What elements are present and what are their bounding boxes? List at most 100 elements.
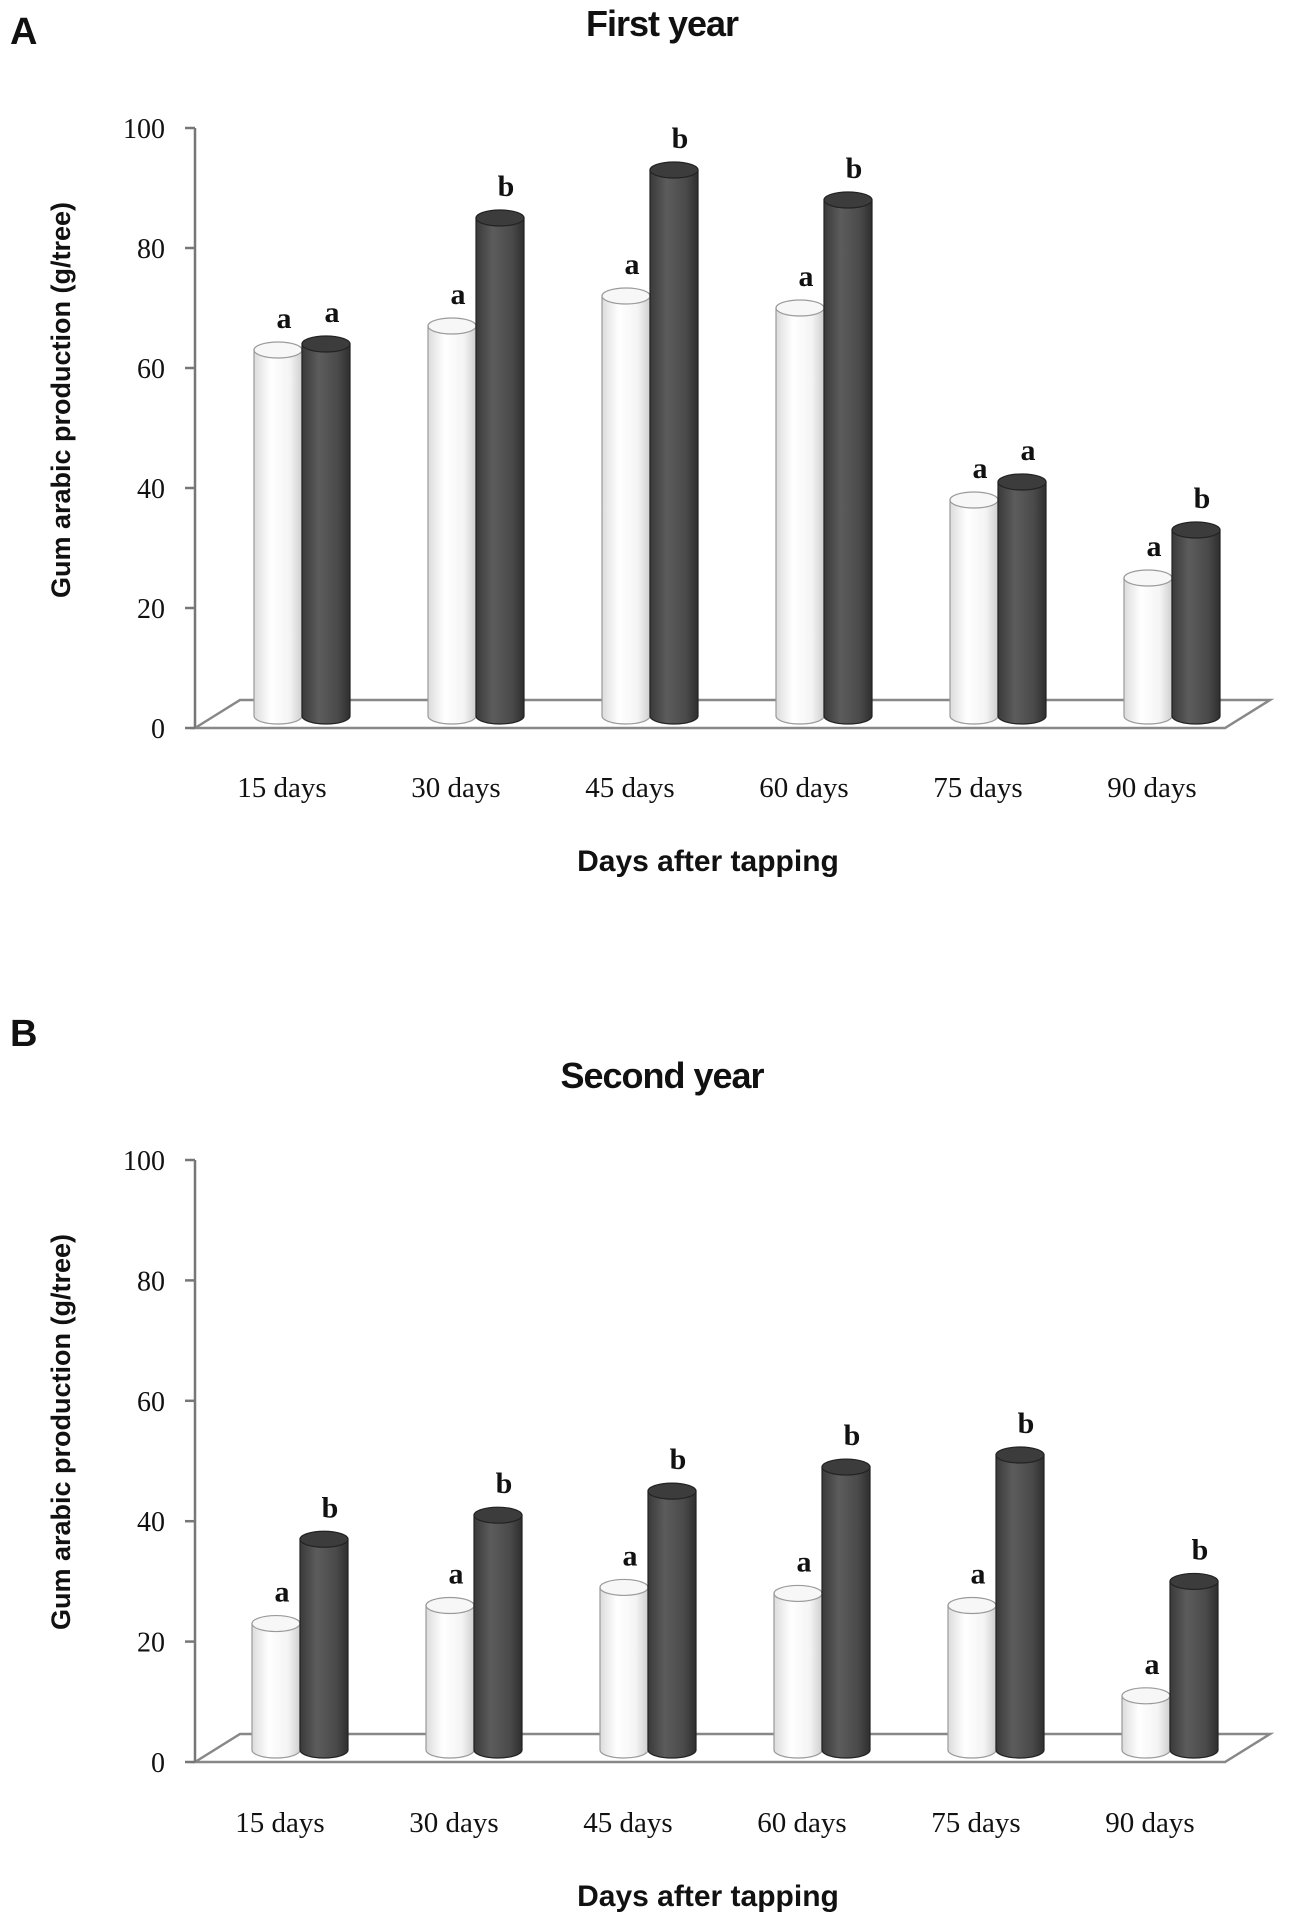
x-axis-label: Days after tapping: [577, 1880, 839, 1913]
bar-body: [647, 1490, 697, 1759]
sig-label: a: [971, 1558, 986, 1591]
bar-cap: [823, 191, 873, 209]
bar-series-2-1: [301, 335, 351, 725]
significance-labels: a b a b a b a b a b a b: [275, 1407, 1209, 1681]
bar-body: [949, 499, 999, 725]
bar-cap: [949, 491, 999, 509]
bar-cap: [775, 299, 825, 317]
sig-label: a: [1147, 530, 1162, 563]
bar-body: [301, 343, 351, 725]
bar-cap: [995, 1446, 1045, 1464]
bar-cap: [997, 473, 1047, 491]
bar-body: [473, 1514, 523, 1759]
y-tick-label: 20: [137, 594, 165, 625]
chart-title: Second year: [560, 1055, 764, 1096]
y-ticks: 0 20 40 60 80 100: [123, 1146, 165, 1779]
bar-cap: [647, 1482, 697, 1500]
sig-label: a: [623, 1539, 638, 1572]
sig-label: b: [322, 1491, 339, 1524]
bar-cap: [601, 287, 651, 305]
sig-label: b: [1194, 482, 1211, 515]
bar-body: [601, 295, 651, 725]
x-ticks: 15 days 30 days 45 days 60 days 75 days …: [237, 772, 1196, 804]
significance-labels: a a a b a b a b a a a b: [277, 122, 1211, 563]
x-tick-label: 60 days: [757, 1807, 846, 1839]
bar-series-2-1: [299, 1530, 349, 1759]
sig-label: a: [1021, 434, 1036, 467]
bars: [251, 1446, 1219, 1759]
sig-label: a: [275, 1576, 290, 1609]
y-tick-label: 40: [137, 1507, 165, 1538]
y-axis-label: Gum arabic production (g/tree): [46, 202, 76, 598]
bar-cap: [1123, 569, 1173, 587]
bar-series-2-2: [475, 209, 525, 725]
y-tick-label: 0: [151, 1748, 165, 1779]
bar-cap: [1171, 521, 1221, 539]
sig-label: a: [1145, 1648, 1160, 1681]
sig-label: a: [451, 278, 466, 311]
bar-cap: [821, 1458, 871, 1476]
sig-label: a: [325, 296, 340, 329]
y-tick-label: 80: [137, 1266, 165, 1297]
panel-a: A First year Gum arabic production (g/tr…: [10, 3, 1275, 878]
x-tick-label: 90 days: [1107, 772, 1196, 804]
bar-series-2-5: [995, 1446, 1045, 1759]
bar-cap: [473, 1506, 523, 1524]
sig-label: b: [846, 152, 863, 185]
bar-body: [775, 307, 825, 725]
x-tick-label: 15 days: [237, 772, 326, 804]
bar-body: [997, 481, 1047, 725]
x-tick-label: 60 days: [759, 772, 848, 804]
bar-series-2-4: [823, 191, 873, 725]
bar-body: [599, 1586, 649, 1759]
sig-label: b: [1018, 1407, 1035, 1440]
bar-series-1-3: [601, 287, 651, 725]
bar-body: [251, 1622, 301, 1759]
bar-series-1-4: [775, 299, 825, 725]
bar-body: [425, 1604, 475, 1759]
sig-label: b: [1192, 1533, 1209, 1566]
bar-cap: [299, 1530, 349, 1548]
bar-cap: [427, 317, 477, 335]
bar-body: [649, 169, 699, 725]
bar-body: [995, 1454, 1045, 1759]
x-tick-label: 30 days: [411, 772, 500, 804]
chart-title: First year: [586, 3, 739, 44]
bar-body: [1123, 577, 1173, 725]
bar-cap: [773, 1584, 823, 1603]
bar-series-1-6: [1123, 569, 1173, 725]
bar-series-2-2: [473, 1506, 523, 1759]
x-tick-label: 15 days: [235, 1807, 324, 1839]
bar-body: [299, 1538, 349, 1759]
bars: [253, 161, 1221, 725]
sig-label: b: [672, 122, 689, 155]
bar-cap: [253, 341, 303, 359]
sig-label: a: [625, 248, 640, 281]
bar-body: [773, 1592, 823, 1759]
x-axis-label: Days after tapping: [577, 845, 839, 878]
bar-body: [253, 349, 303, 725]
bar-series-1-1: [251, 1614, 301, 1759]
bar-body: [1121, 1695, 1171, 1759]
bar-series-1-2: [425, 1596, 475, 1759]
sig-label: a: [797, 1545, 812, 1578]
bar-series-1-4: [773, 1584, 823, 1759]
bar-cap: [1169, 1572, 1219, 1591]
bar-cap: [475, 209, 525, 227]
bar-cap: [251, 1614, 301, 1633]
bar-series-1-2: [427, 317, 477, 725]
x-tick-label: 45 days: [585, 772, 674, 804]
sig-label: a: [277, 302, 292, 335]
bar-series-2-6: [1171, 521, 1221, 725]
sig-label: a: [449, 1558, 464, 1591]
bar-body: [475, 217, 525, 725]
x-tick-label: 30 days: [409, 1807, 498, 1839]
bar-series-2-3: [649, 161, 699, 725]
bar-body: [1171, 529, 1221, 725]
chart-floor: [190, 1732, 1275, 1764]
sig-label: b: [498, 170, 515, 203]
bar-body: [823, 199, 873, 725]
bar-series-1-5: [949, 491, 999, 725]
bar-cap: [1121, 1687, 1171, 1705]
bar-series-1-6: [1121, 1687, 1171, 1759]
